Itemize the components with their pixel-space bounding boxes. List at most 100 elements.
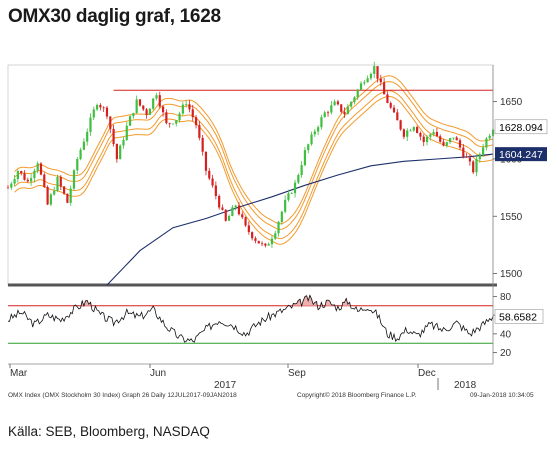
candle-body: [462, 147, 465, 157]
candle: [247, 221, 250, 235]
candle-body: [284, 199, 287, 212]
candle: [26, 177, 29, 183]
candle-body: [46, 186, 49, 205]
candle: [419, 131, 422, 141]
candle-body: [6, 187, 10, 189]
candle: [280, 210, 283, 225]
ma-band-3: [14, 81, 494, 230]
candle: [350, 101, 353, 109]
candle-body: [290, 193, 293, 194]
candle: [416, 125, 419, 134]
ma-long-line: [106, 153, 494, 286]
rsi-value-tag-box: [494, 309, 544, 324]
candle-body: [267, 244, 270, 246]
candle: [165, 109, 168, 125]
rsi-panel: [7, 294, 494, 365]
ma-band-2: [14, 90, 494, 240]
candle: [399, 119, 402, 131]
candle: [482, 143, 485, 157]
price-tag-last-label: 1628.094: [499, 122, 543, 134]
candle-body: [218, 196, 221, 208]
candle-body: [194, 117, 198, 126]
candle: [396, 109, 399, 121]
candle-body: [422, 136, 425, 143]
candle-body: [475, 159, 478, 173]
candle: [449, 137, 452, 144]
candle-body: [135, 99, 138, 113]
candle-body: [359, 83, 363, 90]
candle-body: [425, 136, 429, 143]
candle-body: [257, 240, 260, 244]
candle: [320, 114, 323, 130]
candle-body: [392, 107, 396, 113]
candle: [277, 220, 280, 237]
candle-body: [59, 176, 62, 187]
candle-body: [56, 176, 59, 191]
candle-body: [155, 95, 158, 99]
candle-body: [297, 175, 300, 183]
price-tag-ma-label: 1604.247: [499, 149, 543, 161]
rsi-tick-label: 80: [500, 292, 512, 303]
candle-body: [303, 150, 307, 166]
candle-body: [435, 131, 439, 137]
candle-body: [455, 137, 458, 141]
candle: [475, 156, 478, 177]
candle-body: [340, 104, 343, 112]
candle-body: [369, 73, 373, 79]
candle-body: [178, 113, 181, 121]
candle: [95, 103, 99, 112]
candle-body: [402, 129, 406, 137]
x-tick-label: Mar: [10, 368, 28, 379]
candle-body: [105, 107, 109, 117]
candle-body: [62, 186, 66, 194]
candle: [465, 153, 468, 158]
price-tag-ma: 1604.247: [495, 147, 547, 162]
candle: [402, 128, 406, 140]
candle-body: [231, 207, 234, 217]
candle: [340, 104, 343, 114]
candle: [16, 169, 19, 183]
rsi-tick-label: 20: [500, 348, 512, 359]
candle-body: [260, 243, 264, 245]
candle-body: [112, 128, 115, 144]
candle-body: [208, 170, 211, 179]
candle-body: [125, 125, 128, 140]
candle-body: [333, 101, 336, 106]
candle-body: [49, 194, 52, 205]
candle: [145, 108, 148, 119]
candle: [43, 172, 46, 189]
candle-body: [389, 102, 392, 108]
candle-body: [353, 97, 356, 102]
candle-body: [82, 141, 85, 150]
candle-body: [383, 82, 386, 95]
candle: [468, 153, 472, 166]
candle-body: [76, 158, 79, 171]
candle: [72, 168, 76, 191]
candle-body: [264, 243, 267, 246]
source-note: Källa: SEB, Bloomberg, NASDAQ: [8, 424, 210, 439]
candle-body: [485, 138, 488, 148]
price-tag-last: 1628.094: [494, 119, 548, 135]
candle: [23, 170, 26, 181]
price-panel: [6, 61, 497, 287]
candle: [244, 216, 247, 228]
candle-body: [376, 66, 379, 79]
candle: [284, 195, 287, 214]
candle-body: [452, 137, 455, 139]
candle: [33, 168, 36, 183]
candle: [56, 174, 59, 192]
candle: [274, 230, 277, 240]
candle: [152, 98, 155, 111]
candle-body: [214, 185, 217, 197]
price-tag-ma-box: [495, 147, 547, 162]
candle: [307, 143, 310, 154]
rsi-overbought-line: [8, 305, 493, 307]
candle-body: [221, 207, 224, 210]
candle-body: [399, 120, 402, 130]
candle-body: [92, 109, 95, 118]
candle-body: [13, 179, 16, 184]
candle-body: [439, 136, 442, 142]
candle: [92, 106, 95, 121]
price-tag-last-box: [494, 119, 548, 135]
